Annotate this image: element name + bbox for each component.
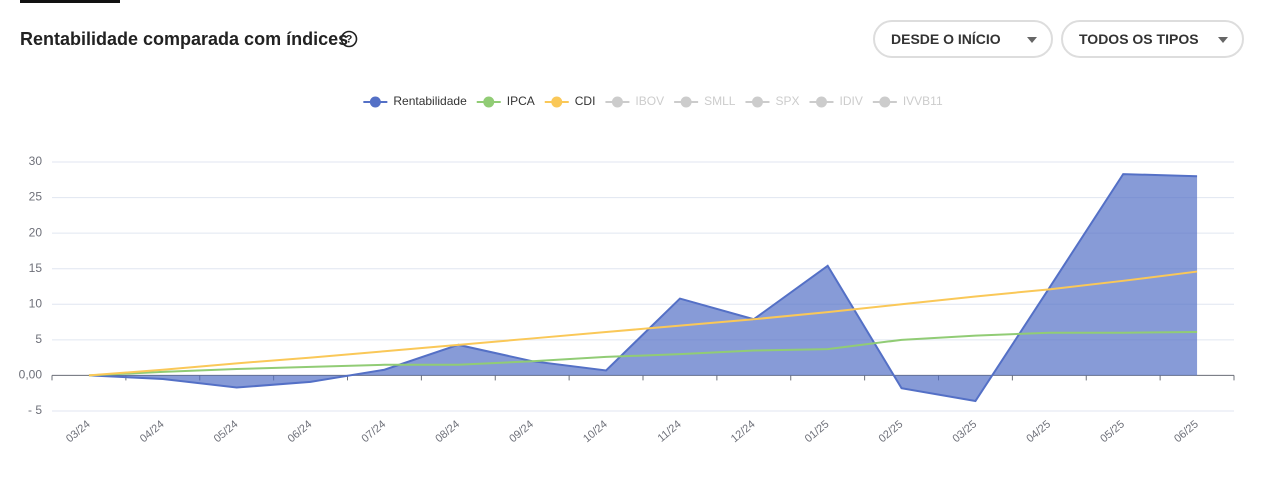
y-tick-label: 15 <box>29 261 43 275</box>
period-dropdown[interactable]: DESDE O INÍCIO <box>873 20 1053 58</box>
x-tick-label: 01/25 <box>803 418 832 445</box>
x-tick-label: 04/24 <box>138 418 167 445</box>
type-dropdown[interactable]: TODOS OS TIPOS <box>1061 20 1244 58</box>
legend-item[interactable]: IVVB11 <box>872 94 943 108</box>
legend-label: CDI <box>575 94 596 108</box>
dropdown-label: DESDE O INÍCIO <box>891 31 1001 47</box>
legend: Rentabilidade IPCA CDI IBOV SMLL SPX IDIV IVVB1… <box>363 94 943 108</box>
legend-item[interactable]: IPCA <box>476 94 535 108</box>
legend-item[interactable]: IDIV <box>809 94 863 108</box>
series-line <box>88 331 1198 377</box>
section-title: Rentabilidade comparada com índices <box>20 29 349 49</box>
x-tick-label: 08/24 <box>433 418 462 445</box>
series-area <box>88 174 1198 402</box>
y-tick-label: 10 <box>29 296 43 310</box>
x-tick-label: 06/24 <box>286 418 315 445</box>
x-tick-label: 07/24 <box>359 418 388 445</box>
legend-label: IVVB11 <box>903 94 943 108</box>
dropdown-label: TODOS OS TIPOS <box>1079 31 1199 47</box>
x-tick-label: 05/24 <box>212 418 241 445</box>
legend-label: Rentabilidade <box>393 94 467 108</box>
legend-dot <box>879 96 891 108</box>
y-tick-label: 25 <box>29 190 43 204</box>
tab-indicator <box>20 0 120 3</box>
y-tick-label: - 5 <box>28 403 42 417</box>
svg-text:?: ? <box>346 33 353 45</box>
legend-label: IBOV <box>635 94 664 108</box>
y-tick-label: 20 <box>29 225 43 239</box>
legend-dot <box>815 96 827 108</box>
legend-item[interactable]: Rentabilidade <box>363 94 467 108</box>
legend-label: SPX <box>775 94 799 108</box>
legend-item[interactable]: IBOV <box>605 94 664 108</box>
y-tick-label: 0,00 <box>19 368 43 382</box>
legend-dot <box>369 96 381 108</box>
x-tick-label: 09/24 <box>507 418 536 445</box>
series-line <box>88 173 1198 403</box>
legend-dot <box>483 96 495 108</box>
series-line <box>88 270 1198 377</box>
x-tick-label: 12/24 <box>729 418 758 445</box>
x-tick-label: 03/24 <box>64 418 93 445</box>
x-tick-label: 06/25 <box>1172 418 1201 445</box>
legend-label: SMLL <box>704 94 736 108</box>
y-tick-label: 30 <box>29 154 43 168</box>
legend-dot <box>680 96 692 108</box>
legend-item[interactable]: CDI <box>544 94 596 108</box>
x-tick-label: 11/24 <box>656 418 684 444</box>
legend-dot <box>551 96 563 108</box>
x-tick-label: 03/25 <box>950 418 979 445</box>
legend-item[interactable]: SPX <box>745 94 799 108</box>
legend-label: IDIV <box>839 94 862 108</box>
x-tick-label: 10/24 <box>581 418 610 445</box>
x-tick-label: 02/25 <box>877 418 906 445</box>
legend-dot <box>611 96 623 108</box>
help-icon[interactable]: ? <box>340 30 358 48</box>
y-tick-label: 5 <box>35 332 42 346</box>
legend-item[interactable]: SMLL <box>674 94 736 108</box>
x-tick-label: 05/25 <box>1098 418 1127 445</box>
legend-dot <box>751 96 763 108</box>
legend-label: IPCA <box>507 94 535 108</box>
x-tick-label: 04/25 <box>1024 418 1053 445</box>
